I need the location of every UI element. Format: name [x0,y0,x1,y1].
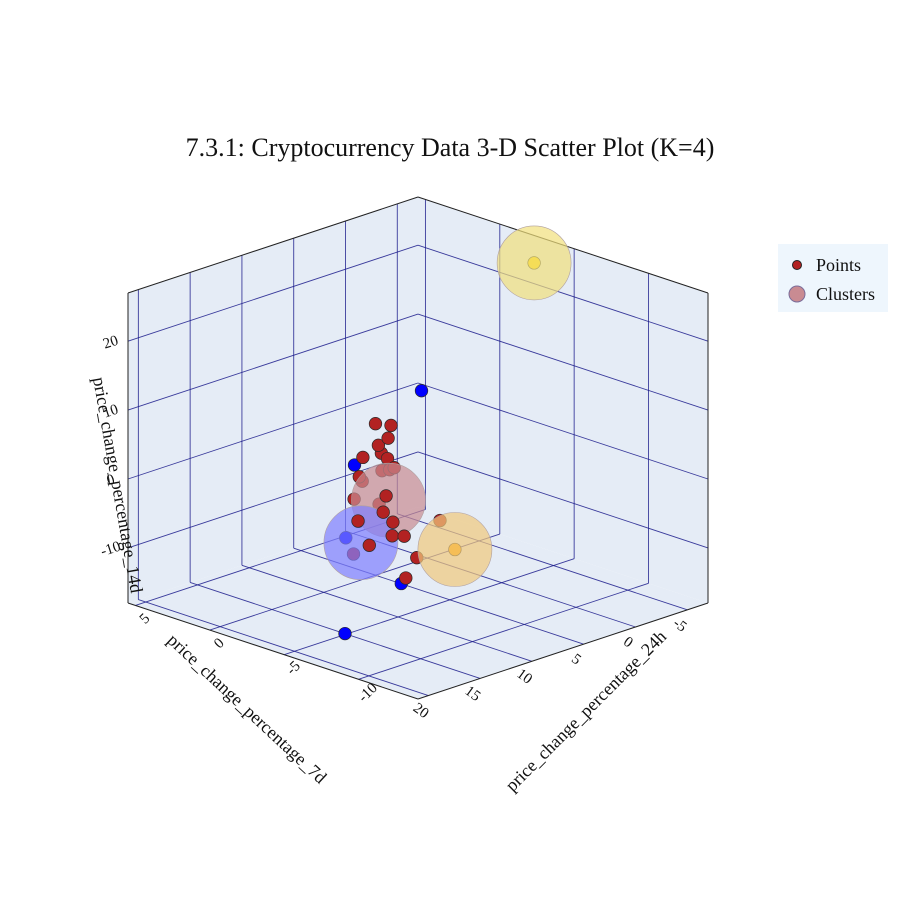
data-point-23 [399,571,413,585]
edge-top-left [127,196,419,294]
legend[interactable]: Points Clusters [778,244,888,312]
grid-z-right-20 [417,244,709,342]
legend-points-marker[interactable] [792,260,802,270]
data-point-30 [338,626,352,641]
grid-lines [127,199,709,696]
data-point-26 [414,384,429,398]
x-tick-label-5: 5 [568,651,583,668]
edge-bottom-right [417,602,709,700]
grid-x-floor-15 [190,582,481,679]
x-tick-label-20: 20 [410,700,432,722]
data-point-21 [362,538,376,552]
data-marks [323,225,572,641]
legend-clusters-marker[interactable] [788,285,806,303]
grid-x-floor-20 [138,599,429,696]
back-right-pane [418,197,708,603]
grid-z-right-0 [417,382,709,480]
grid-z-left-0 [127,382,419,480]
data-point-16 [376,505,390,519]
grid-x-floor-10 [241,564,533,662]
data-point-13 [379,489,393,503]
data-point-27 [347,458,362,472]
y-tick-label-0: 0 [211,635,228,652]
x-tick-label--5: -5 [670,615,690,635]
chart-title: 7.3.1: Cryptocurrency Data 3-D Scatter P… [186,133,715,162]
y-tick-label--5: -5 [284,658,304,678]
edge-bottom-left [127,602,419,700]
grid-z-right-10 [417,313,709,411]
x-tick-label-15: 15 [462,683,484,705]
data-point-4 [381,431,395,445]
z-tick-label-20: 20 [101,333,120,353]
grid-z-left-10 [127,313,419,411]
data-point-18 [386,515,400,529]
z-tick-label-10: 10 [101,402,120,422]
cluster-sphere-3 [496,225,572,301]
data-point-20 [397,529,411,543]
grid-y-floor--5 [284,558,575,656]
data-point-19 [385,529,399,543]
data-point-17 [351,514,365,528]
grid-z-right--10 [417,451,709,549]
legend-clusters-label[interactable]: Clusters [816,284,875,304]
x-tick-label-10: 10 [513,666,535,688]
z-tick-label--10: -10 [99,539,123,560]
data-point-3 [384,418,398,433]
data-point-6 [368,417,383,431]
data-point-2 [371,438,386,452]
grid-y-floor--10 [358,582,649,680]
legend-points-label[interactable]: Points [816,255,861,275]
cluster-sphere-1 [323,505,399,581]
box-edges [127,196,709,700]
data-point-8 [356,450,370,465]
y-tick-label-5: 5 [137,611,154,628]
grid-z-left-20 [127,244,419,342]
grid-z-left--10 [127,451,419,549]
cluster-sphere-2 [417,512,493,587]
